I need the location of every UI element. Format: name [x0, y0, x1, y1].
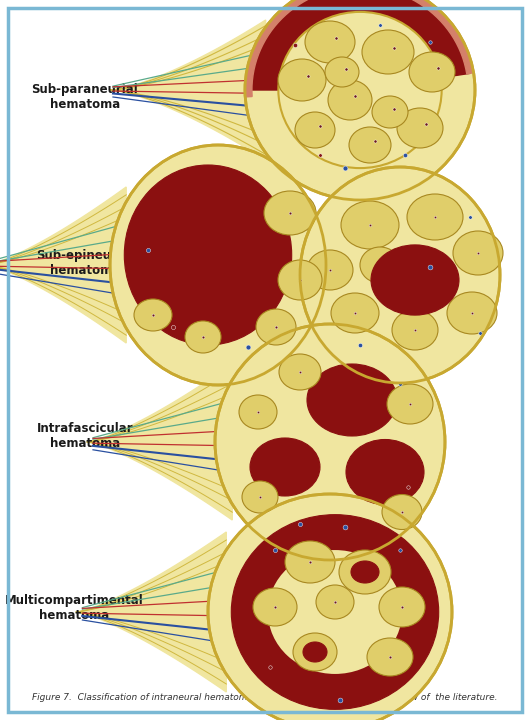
Ellipse shape: [331, 293, 379, 333]
Ellipse shape: [303, 642, 327, 662]
Ellipse shape: [185, 321, 221, 353]
Ellipse shape: [379, 587, 425, 627]
Polygon shape: [76, 532, 226, 692]
Polygon shape: [111, 20, 266, 160]
Text: Figure 7.  Classification of intraneural hematomas based on our 4 cases and a re: Figure 7. Classification of intraneural …: [32, 693, 498, 702]
Polygon shape: [87, 364, 232, 520]
Ellipse shape: [256, 309, 296, 345]
Ellipse shape: [447, 292, 497, 334]
Ellipse shape: [231, 515, 439, 709]
Ellipse shape: [305, 21, 355, 63]
Ellipse shape: [397, 108, 443, 148]
Ellipse shape: [278, 12, 441, 168]
Ellipse shape: [215, 324, 445, 560]
Text: Intrafascicular
hematoma: Intrafascicular hematoma: [37, 422, 133, 449]
Ellipse shape: [351, 561, 379, 583]
Ellipse shape: [278, 59, 326, 101]
Ellipse shape: [372, 96, 408, 128]
Polygon shape: [0, 187, 126, 343]
Ellipse shape: [453, 231, 503, 275]
Ellipse shape: [268, 550, 402, 674]
Ellipse shape: [245, 0, 475, 200]
Ellipse shape: [300, 167, 500, 383]
Ellipse shape: [382, 495, 422, 529]
Ellipse shape: [316, 585, 354, 619]
Ellipse shape: [242, 481, 278, 513]
Ellipse shape: [407, 194, 463, 240]
Ellipse shape: [134, 299, 172, 331]
Ellipse shape: [278, 260, 322, 300]
Text: Multicompartimental
hematoma: Multicompartimental hematoma: [5, 595, 144, 622]
Ellipse shape: [279, 354, 321, 390]
Text: Sub-paraneurial
hematoma: Sub-paraneurial hematoma: [31, 84, 138, 111]
Ellipse shape: [409, 52, 455, 92]
Ellipse shape: [264, 191, 316, 235]
Ellipse shape: [349, 127, 391, 163]
Ellipse shape: [307, 250, 353, 290]
Ellipse shape: [328, 80, 372, 120]
Ellipse shape: [293, 633, 337, 671]
Polygon shape: [249, 0, 470, 90]
Ellipse shape: [362, 30, 414, 74]
Ellipse shape: [387, 384, 433, 424]
Ellipse shape: [125, 165, 292, 345]
Polygon shape: [190, 207, 315, 343]
Ellipse shape: [239, 395, 277, 429]
Ellipse shape: [392, 310, 438, 350]
Ellipse shape: [250, 438, 320, 496]
Ellipse shape: [295, 112, 335, 148]
Ellipse shape: [285, 541, 335, 583]
Ellipse shape: [325, 57, 359, 87]
Polygon shape: [245, 0, 474, 97]
Ellipse shape: [253, 588, 297, 626]
Ellipse shape: [360, 247, 400, 283]
Ellipse shape: [307, 364, 397, 436]
Text: Sub-epineurial
hematoma: Sub-epineurial hematoma: [37, 249, 133, 276]
Ellipse shape: [371, 245, 459, 315]
Ellipse shape: [341, 201, 399, 249]
Ellipse shape: [346, 439, 424, 505]
Ellipse shape: [110, 145, 326, 385]
Ellipse shape: [367, 638, 413, 676]
Ellipse shape: [208, 494, 452, 720]
Ellipse shape: [339, 550, 391, 594]
